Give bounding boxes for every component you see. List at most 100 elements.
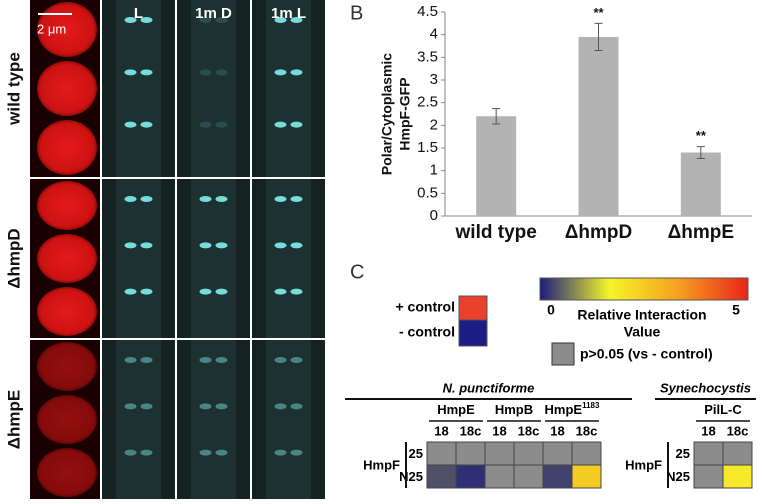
- panel-label: B: [350, 2, 363, 24]
- legend-label: + control: [395, 299, 455, 315]
- column-label: 18: [434, 423, 448, 438]
- protein-name: HmpB: [495, 402, 533, 417]
- gfp-spot: [140, 357, 153, 363]
- micrograph-bg: [0, 0, 30, 177]
- gfp-spot: [199, 242, 212, 249]
- heatmap-cell: [693, 464, 724, 489]
- gfp-spot: [199, 69, 212, 76]
- cell: [37, 395, 97, 444]
- gfp-spot: [199, 17, 212, 23]
- bar: [578, 36, 619, 216]
- gfp-spot: [215, 17, 228, 23]
- heatmap-cell: [542, 464, 573, 489]
- y-axis-label: Polar/Cytoplasmic: [379, 53, 395, 175]
- y-axis-label: HmpF-GFP: [397, 77, 413, 150]
- heatmap-cell: [484, 441, 515, 466]
- organism: Synechocystis: [660, 380, 751, 395]
- gfp-spot: [124, 403, 137, 410]
- filament: [116, 179, 161, 338]
- bar: [680, 152, 721, 216]
- filament: [116, 0, 161, 177]
- gfp-spot: [274, 17, 287, 23]
- column-label: L: [134, 5, 143, 22]
- cell: [37, 448, 97, 497]
- legend-swatch: [551, 342, 575, 366]
- gfp-spot: [274, 121, 287, 128]
- gfp-spot: [290, 449, 303, 456]
- legend-label: p>0.05 (vs - control): [580, 346, 713, 362]
- y-tick-label: 4: [430, 26, 438, 43]
- x-tick-label: wild type: [455, 222, 537, 243]
- row-label: ΔhmpE: [4, 390, 23, 449]
- bar: [476, 116, 517, 216]
- protein-name: HmpE: [545, 402, 583, 417]
- gfp-spot: [140, 196, 153, 202]
- gfp-spot: [124, 288, 137, 295]
- heatmap-cell: [426, 441, 457, 466]
- x-tick-label: ΔhmpD: [565, 222, 632, 243]
- heatmap-cell: [571, 464, 602, 489]
- gfp-spot: [199, 357, 212, 363]
- gfp-spot: [124, 242, 137, 249]
- gfp-spot: [215, 242, 228, 249]
- gfp-spot: [199, 449, 212, 456]
- organism: N. punctiforme: [443, 380, 535, 395]
- x-tick-label: ΔhmpE: [668, 222, 734, 243]
- gfp-spot: [290, 196, 303, 202]
- gfp-spot: [290, 69, 303, 76]
- filament: [266, 0, 311, 177]
- protein-label: HmpB: [495, 402, 533, 417]
- y-tick-label: 1: [430, 162, 438, 179]
- gfp-spot: [290, 288, 303, 295]
- gfp-spot: [124, 357, 137, 363]
- colorbar-label: Relative Interaction: [577, 307, 706, 323]
- filament: [116, 340, 161, 499]
- legend-swatch: [458, 295, 488, 321]
- filament: [266, 340, 311, 499]
- gfp-spot: [274, 242, 287, 249]
- gfp-spot: [215, 121, 228, 128]
- gfp-spot: [215, 196, 228, 202]
- column-label: 18: [550, 423, 564, 438]
- row-label: ΔhmpD: [4, 228, 23, 288]
- column-label: 18c: [727, 423, 749, 438]
- row-label: wild type: [4, 52, 23, 126]
- heatmap-cell: [571, 441, 602, 466]
- gfp-spot: [290, 357, 303, 363]
- gfp-spot: [199, 403, 212, 410]
- gfp-spot: [199, 288, 212, 295]
- gfp-spot: [199, 196, 212, 202]
- superscript: 1183: [582, 401, 600, 410]
- cell: [37, 181, 97, 230]
- column-label: 18c: [576, 423, 598, 438]
- cell: [37, 287, 97, 336]
- gfp-spot: [124, 196, 137, 202]
- gfp-spot: [290, 121, 303, 128]
- gfp-spot: [140, 69, 153, 76]
- cell: [37, 2, 97, 57]
- gfp-spot: [215, 69, 228, 76]
- gfp-spot: [140, 288, 153, 295]
- gfp-spot: [124, 449, 137, 456]
- gfp-spot: [215, 288, 228, 295]
- heatmap-cell: [513, 441, 544, 466]
- gfp-spot: [274, 403, 287, 410]
- gfp-spot: [140, 449, 153, 456]
- y-tick-label: 1.5: [417, 139, 438, 156]
- colorbar-label: Value: [624, 324, 661, 340]
- heatmap-cell: [455, 441, 486, 466]
- row-title: HmpF: [363, 457, 400, 472]
- row-label: 25: [409, 446, 423, 461]
- heatmap-cell: [513, 464, 544, 489]
- y-tick-label: 0.5: [417, 184, 438, 201]
- gfp-spot: [215, 403, 228, 410]
- column-label: 18: [701, 423, 715, 438]
- heatmap-cell: [693, 441, 724, 466]
- gfp-spot: [274, 357, 287, 363]
- heatmap-cell: [455, 464, 486, 489]
- y-tick-label: 2.5: [417, 94, 438, 111]
- gfp-spot: [124, 69, 137, 76]
- gfp-spot: [215, 357, 228, 363]
- colorbar-tick: 0: [547, 302, 555, 318]
